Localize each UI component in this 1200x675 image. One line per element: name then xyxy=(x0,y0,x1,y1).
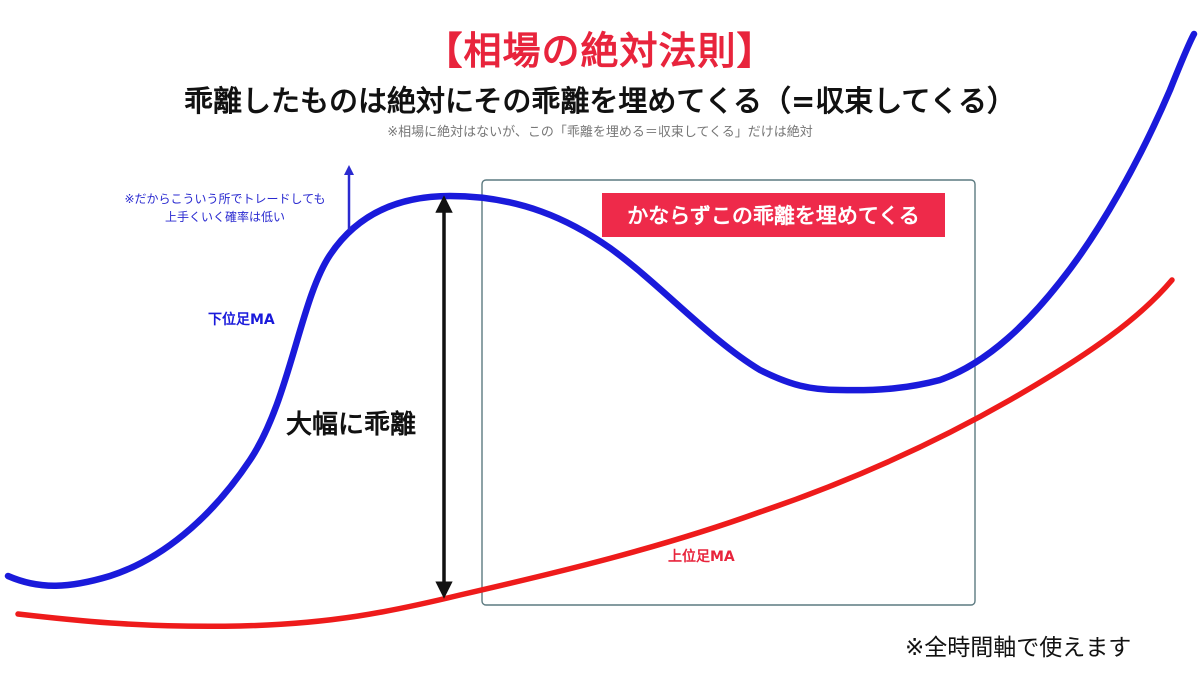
page-subtitle: 乖離したものは絶対にその乖離を埋めてくる（=収束してくる） xyxy=(184,84,1016,118)
gap-label: 大幅に乖離 xyxy=(286,410,417,440)
trade-warning-line-2: 上手くいく確率は低い xyxy=(164,210,285,224)
disclaimer-note: ※相場に絶対はないが、この「乖離を埋める＝収束してくる」だけは絶対 xyxy=(387,125,813,140)
upper-ma-line xyxy=(15,277,1175,630)
convergence-badge: かならずこの乖離を埋めてくる xyxy=(602,193,945,237)
convergence-box xyxy=(481,179,976,606)
lower-ma-label: 下位足MA xyxy=(208,312,275,328)
trade-warning-line-1: ※だからこういう所でトレードしても xyxy=(124,192,326,206)
lower-ma-line xyxy=(4,30,1198,589)
trade-warning-note: ※だからこういう所でトレードしても 上手くいく確率は低い xyxy=(100,190,350,226)
footer-note: ※全時間軸で使えます xyxy=(905,635,1132,661)
page-title: 【相場の絶対法則】 xyxy=(424,29,776,73)
upper-ma-label: 上位足MA xyxy=(668,549,735,565)
